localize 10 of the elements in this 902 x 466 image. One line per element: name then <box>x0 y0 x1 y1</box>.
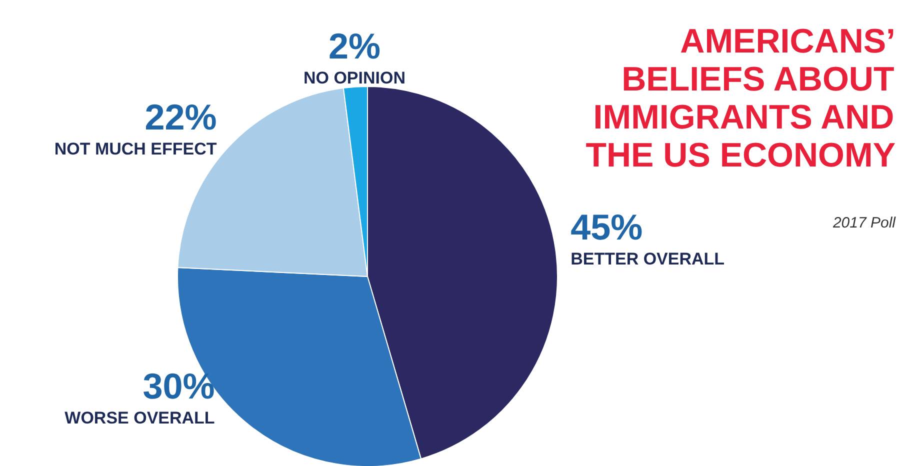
text: 2017 Poll <box>832 214 896 232</box>
data-label: 45% <box>570 206 643 248</box>
slice-label: NOT MUCH EFFECT <box>54 139 218 158</box>
data-label: 22% <box>144 96 217 138</box>
slice-label: WORSE OVERALL <box>64 408 215 428</box>
slice-label: NO OPINION <box>303 68 406 88</box>
data-label: 30% <box>142 366 215 406</box>
text: AMERICANS’ BELIEFS ABOUT IMMIGRANTS AND THE US ECONOMY <box>586 22 896 174</box>
slice-label: BETTER OVERALL <box>570 249 725 268</box>
data-label: 2% <box>328 26 380 66</box>
